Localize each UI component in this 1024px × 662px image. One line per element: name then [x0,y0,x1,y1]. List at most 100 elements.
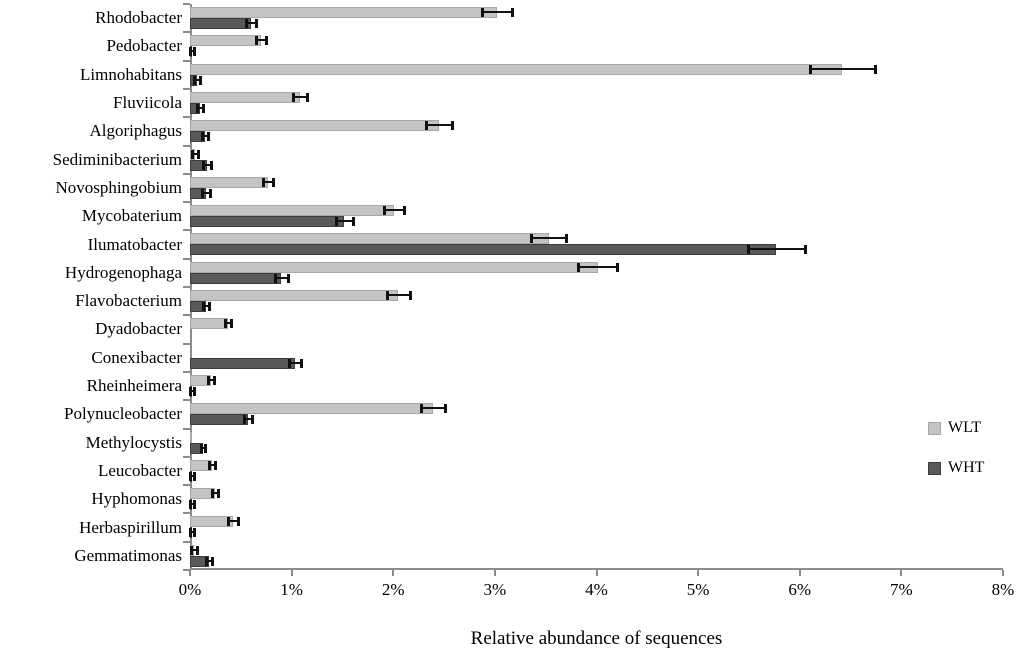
category-label: Flavobacterium [75,291,182,311]
error-bar-cap [189,47,192,57]
error-bar [203,163,212,166]
error-bar-cap [615,262,619,272]
legend-label-wht: WHT [948,459,985,476]
error-bar [224,322,231,325]
error-bar-cap [530,234,534,244]
error-bar-cap [196,103,200,113]
error-bar [275,276,288,279]
error-bar [190,389,195,392]
wht-swatch-icon [928,461,941,475]
error-bar [425,124,453,127]
error-bar-cap [565,234,568,244]
bar-wht [190,216,344,228]
error-bar [190,474,195,477]
error-bar-cap [873,64,877,74]
category-label: Gemmatimonas [74,545,182,565]
category-label: Hyphomonas [91,489,182,509]
x-axis-tick [900,570,903,576]
y-axis-tick [183,59,190,62]
error-bar-cap [803,245,807,255]
error-bar [809,67,875,70]
category-label: Polynucleobacter [63,404,182,424]
error-bar-cap [205,556,209,566]
error-bar-cap [190,545,194,555]
y-axis-tick [183,144,190,147]
category-label: Ilumatobacter [87,234,182,254]
bar-wlt [190,91,300,103]
error-bar [245,22,257,24]
error-bar-cap [211,556,215,566]
legend-label-wlt: WLT [948,419,982,436]
error-bar-cap [208,302,212,311]
error-bar-cap [262,177,266,187]
error-bar [191,548,198,551]
bar-wlt [190,290,398,301]
error-bar-cap [211,489,215,499]
x-axis-tick [697,570,700,576]
legend-item-wlt: WLT [928,420,984,436]
bar-wlt [190,63,842,75]
error-bar [292,95,307,98]
error-bar [263,180,274,183]
error-bar-cap [189,471,192,481]
error-bar-cap [200,443,204,453]
category-label: Leucobacter [98,460,182,480]
y-axis-tick [183,484,190,487]
x-axis-tick [1002,570,1004,576]
error-bar-cap [191,149,195,159]
error-bar [192,152,199,155]
x-axis-tick [290,570,293,576]
bar-wlt [190,431,192,443]
error-bar-cap [189,386,192,396]
bar-wht [190,18,251,29]
y-axis-tick [183,399,190,402]
error-bar-cap [202,103,206,113]
bar-wht [190,244,776,256]
bar-wlt [190,35,261,47]
legend: WLT WHT [928,420,984,500]
error-bar-cap [386,291,390,300]
bar-wlt [190,176,268,188]
error-bar [420,407,446,410]
error-bar-cap [204,443,208,453]
error-bar [194,78,201,81]
error-bar-cap [286,273,290,283]
x-tick-label: 6% [788,580,812,599]
error-bar-cap [201,188,205,198]
x-tick-label: 1% [280,580,303,599]
bar-wlt [190,120,439,132]
error-bar-cap [236,517,240,527]
bar-wlt [190,205,394,217]
error-bar-cap [207,375,211,385]
x-tick-label: 3% [483,580,507,599]
error-bar-cap [217,489,221,499]
bar-wlt [190,7,497,18]
category-label: Herbaspirillum [79,517,182,537]
error-bar-cap [214,460,218,470]
error-bar-cap [213,375,217,385]
x-tick-label: 4% [585,580,608,599]
error-bar-cap [242,415,246,425]
x-tick-label: 8% [991,580,1015,599]
error-bar-cap [208,460,212,470]
error-bar [531,237,566,240]
bar-wlt [190,261,598,273]
error-bar [384,209,405,212]
y-axis-tick [183,569,190,571]
x-tick-label: 0% [178,580,202,599]
y-axis-tick [183,116,190,119]
error-bar-cap [408,291,412,300]
error-bar-cap [193,47,197,57]
error-bar [256,39,267,42]
x-axis-title: Relative abundance of sequences [470,628,723,649]
category-label: Hydrogenophaga [64,262,182,282]
error-bar-cap [403,206,407,216]
error-bar-cap [199,75,203,85]
error-bar [578,265,617,268]
error-bar-cap [383,206,387,216]
error-bar-cap [808,64,812,74]
y-axis-tick [183,342,190,345]
y-axis-tick [183,455,190,458]
error-bar-cap [193,528,197,538]
